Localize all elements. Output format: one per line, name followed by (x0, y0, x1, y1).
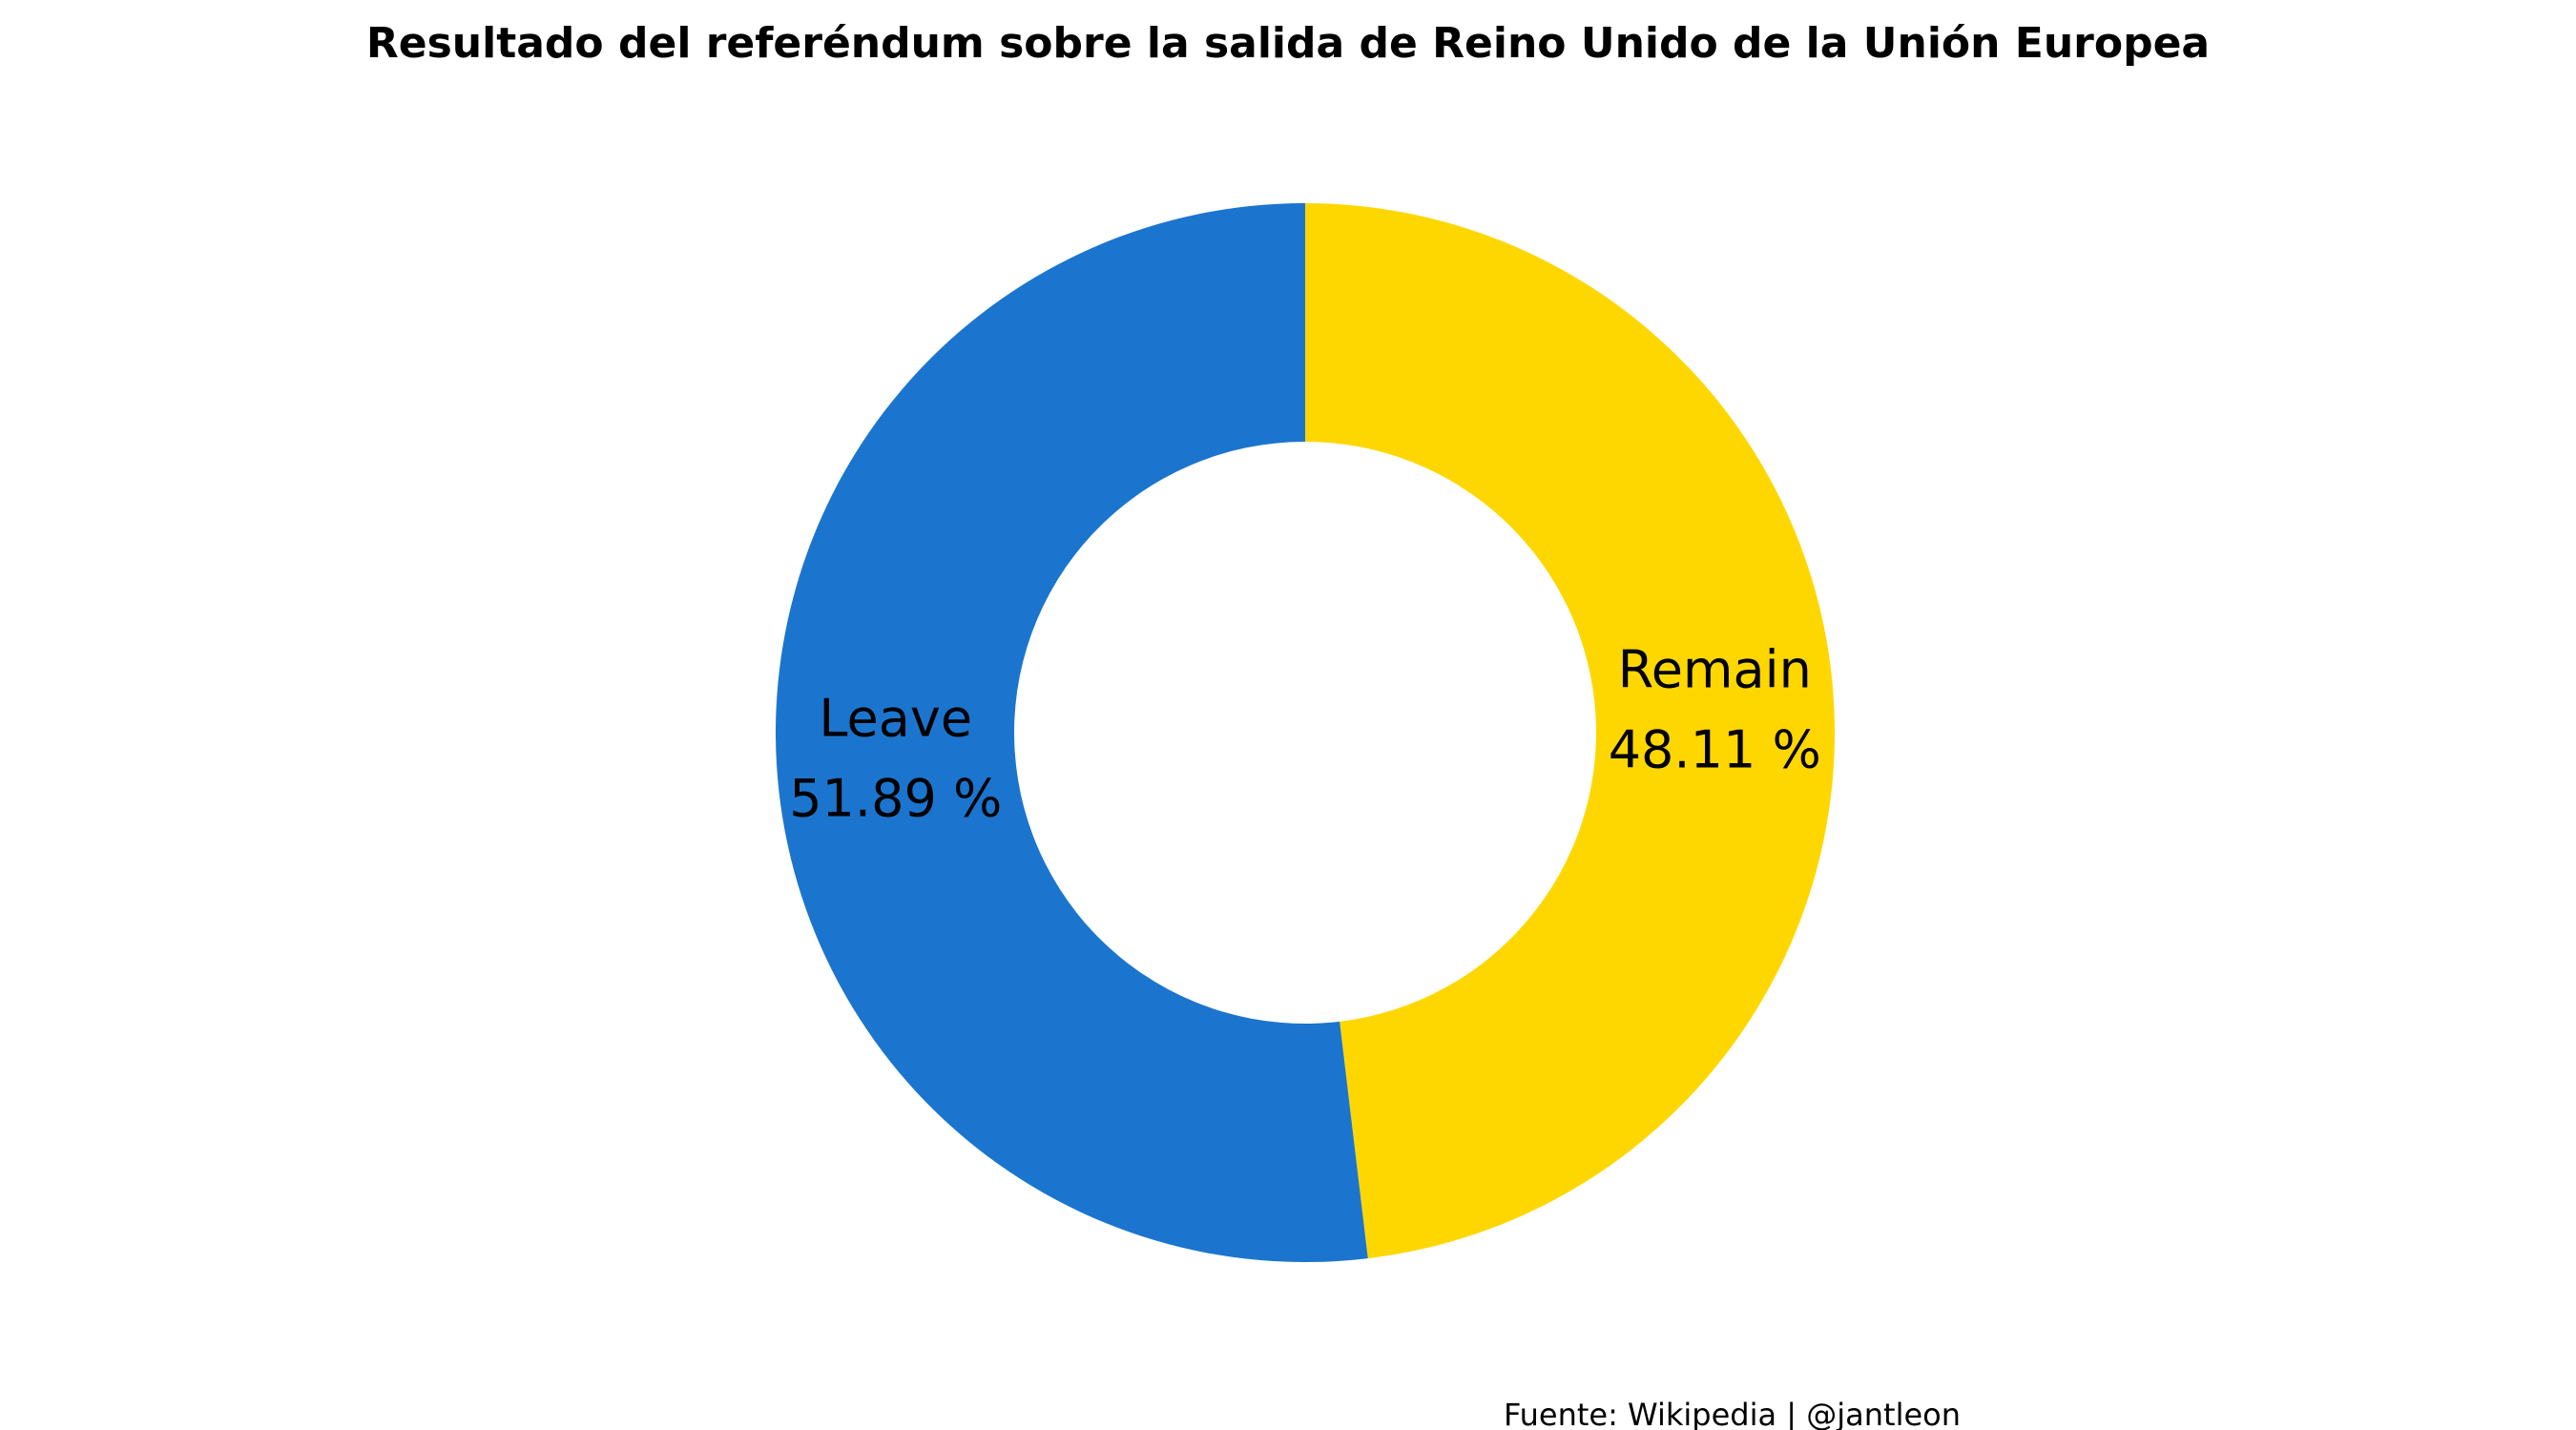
slice-value-leave: 51.89 % (789, 769, 1002, 829)
slice-value-remain: 48.11 % (1609, 719, 1821, 779)
chart-title: Resultado del referéndum sobre la salida… (366, 19, 2210, 68)
chart-caption: Fuente: Wikipedia | @jantleon (1504, 1397, 1961, 1430)
slice-remain (1305, 203, 1836, 1259)
slice-leave (776, 203, 1368, 1262)
labels-layer: Remain 48.11 % Leave 51.89 % (789, 639, 1821, 828)
slice-label-leave: Leave (819, 689, 972, 749)
slices-layer (776, 203, 1836, 1262)
slice-label-remain: Remain (1618, 639, 1812, 699)
